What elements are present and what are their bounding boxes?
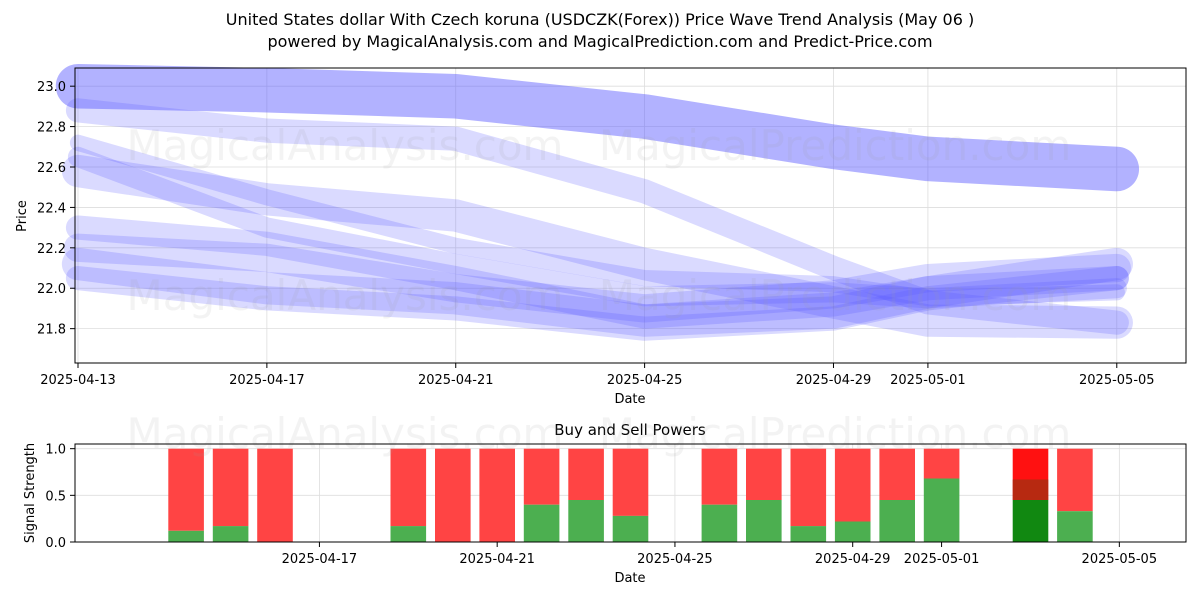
price-wave-series — [65, 266, 1129, 341]
chart-title-line2: powered by MagicalAnalysis.com and Magic… — [267, 32, 933, 51]
buy-power-bar — [701, 504, 738, 542]
sell-power-bar — [168, 448, 204, 531]
overlap-power-bar — [1012, 479, 1049, 500]
power-x-tick-label: 2025-05-05 — [1082, 552, 1158, 567]
buy-power-bar — [168, 530, 204, 542]
price-grid — [75, 68, 1186, 363]
sell-power-bar — [790, 448, 827, 527]
price-x-tick-label: 2025-04-29 — [796, 373, 872, 388]
price-x-tick-label: 2025-04-13 — [40, 373, 116, 388]
watermark-text: MagicalPrediction.com — [599, 271, 1072, 320]
buy-sell-power-chart: Buy and Sell Powers MagicalAnalysis.com M… — [23, 410, 1187, 586]
sell-power-bar — [257, 448, 293, 542]
power-x-tick-label: 2025-04-25 — [637, 552, 713, 567]
buy-power-bar — [568, 500, 604, 542]
buy-power-bar — [879, 500, 915, 542]
power-x-tick-label: 2025-04-29 — [815, 552, 891, 567]
buy-power-bar — [523, 504, 560, 542]
price-x-tick-label: 2025-04-25 — [607, 373, 683, 388]
price-x-label: Date — [614, 392, 645, 407]
buy-power-bar — [834, 521, 871, 542]
price-y-tick-label: 22.6 — [37, 161, 66, 176]
sell-power-bar — [701, 448, 738, 505]
power-y-label: Signal Strength — [23, 443, 38, 543]
sell-power-bar — [612, 448, 649, 516]
power-y-tick-label: 0.5 — [45, 489, 66, 504]
buy-power-bar — [790, 526, 827, 542]
sell-power-bar — [390, 448, 427, 527]
sell-power-bar — [834, 448, 871, 522]
buy-power-bar — [612, 515, 649, 542]
sell-power-bar — [212, 448, 249, 527]
sell-power-bar — [568, 448, 604, 500]
watermark-text: MagicalAnalysis.com — [127, 410, 564, 458]
sell-power-bar — [479, 448, 515, 542]
price-wave-series — [65, 215, 1129, 329]
power-plot-frame — [74, 443, 1187, 543]
power-x-label: Date — [614, 571, 645, 586]
buy-power-bar — [746, 500, 782, 542]
power-bars — [168, 448, 1093, 542]
sell-power-bar — [746, 448, 782, 500]
price-x-tick-label: 2025-04-21 — [418, 373, 494, 388]
price-axes: 2025-04-13 2025-04-17 2025-04-21 2025-04-25… — [37, 80, 1155, 388]
watermark-text: MagicalAnalysis.com — [127, 271, 564, 320]
watermark-text: MagicalAnalysis.com — [127, 121, 564, 170]
price-wave-series — [63, 233, 1131, 323]
buy-power-bar — [212, 526, 249, 542]
price-wave-series — [61, 154, 1133, 339]
price-y-label: Price — [15, 200, 30, 232]
sell-power-bar — [923, 448, 960, 479]
price-wave-series — [61, 247, 1133, 337]
power-watermarks: MagicalAnalysis.com MagicalPrediction.com — [127, 410, 1072, 458]
price-wave-series — [67, 146, 1127, 309]
price-watermarks: MagicalAnalysis.com MagicalPrediction.com… — [127, 121, 1072, 320]
price-y-tick-label: 23.0 — [37, 80, 66, 95]
buy-power-bar — [1012, 500, 1049, 542]
sell-power-bar — [1057, 448, 1093, 512]
price-wave-series — [65, 98, 1129, 335]
power-axes: 2025-04-17 2025-04-21 2025-04-25 2025-04-29… — [45, 443, 1157, 567]
price-wave-series — [55, 63, 1140, 192]
price-wave-series — [69, 134, 1125, 307]
price-y-tick-label: 22.8 — [37, 121, 66, 136]
price-y-tick-label: 21.8 — [37, 323, 66, 338]
power-x-tick-label: 2025-04-21 — [459, 552, 535, 567]
chart-title-line1: United States dollar With Czech koruna (… — [225, 10, 975, 29]
sell-power-bar — [435, 448, 471, 542]
watermark-text: MagicalPrediction.com — [599, 410, 1072, 458]
buy-power-bar — [1057, 511, 1093, 542]
power-x-tick-label: 2025-04-17 — [282, 552, 358, 567]
power-y-tick-label: 0.0 — [45, 536, 66, 551]
power-y-tick-label: 1.0 — [45, 443, 66, 458]
price-x-tick-label: 2025-05-01 — [890, 373, 966, 388]
price-x-tick-label: 2025-04-17 — [229, 373, 305, 388]
price-plot-frame — [74, 67, 1187, 364]
price-y-tick-label: 22.4 — [37, 201, 66, 216]
buy-power-bar — [390, 526, 427, 542]
sell-power-bar — [879, 448, 915, 500]
price-x-tick-label: 2025-05-05 — [1079, 373, 1155, 388]
price-y-tick-label: 22.2 — [37, 242, 66, 257]
price-waves — [55, 63, 1140, 341]
buy-power-bar — [923, 478, 960, 542]
watermark-text: MagicalPrediction.com — [599, 121, 1072, 170]
power-x-tick-label: 2025-05-01 — [904, 552, 980, 567]
power-title: Buy and Sell Powers — [554, 421, 706, 439]
sell-power-bar — [523, 448, 560, 505]
price-wave-chart: MagicalAnalysis.com MagicalPrediction.com… — [15, 63, 1187, 407]
price-y-tick-label: 22.0 — [37, 282, 66, 297]
